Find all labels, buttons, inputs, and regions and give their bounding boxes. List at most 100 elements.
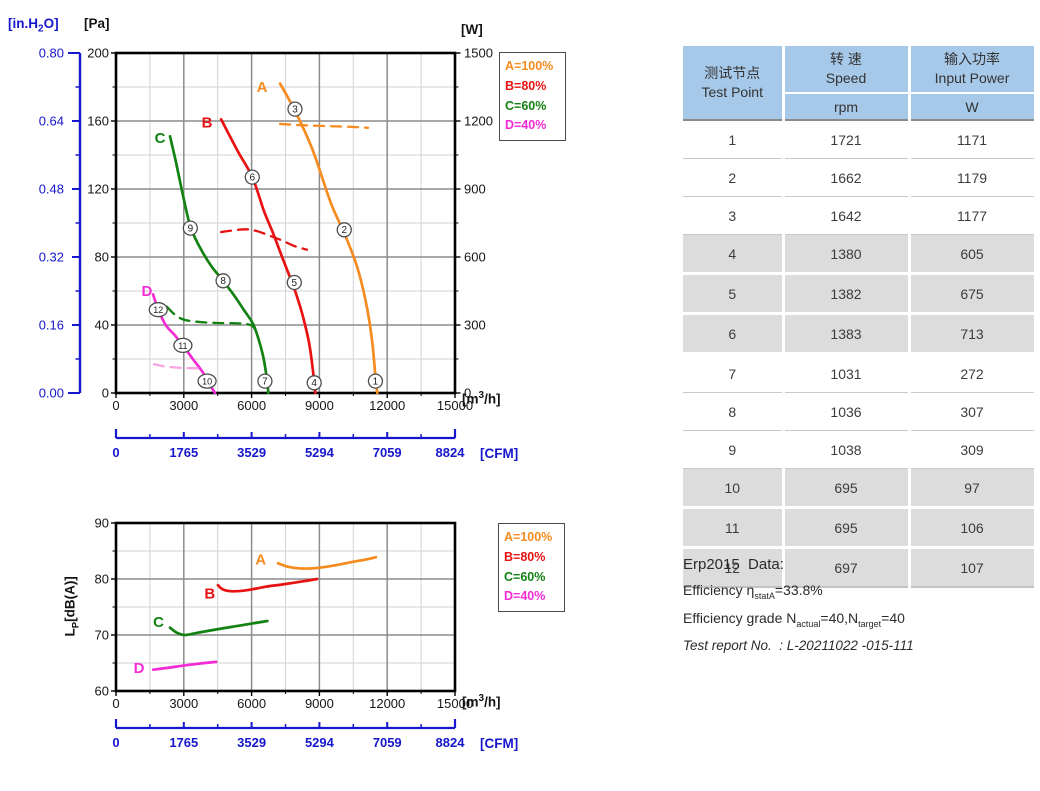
erp-title: Erp2015 Data:: [683, 556, 784, 573]
curve-D-noise: [151, 660, 218, 672]
cell-power: 97: [909, 468, 1037, 509]
x-tick-label: 12000: [369, 696, 405, 711]
w-tick-label: 1500: [464, 46, 493, 61]
legend-entry-D: D=40%: [505, 118, 547, 133]
legend-entry-A: A=100%: [505, 59, 554, 73]
pa-axis-unit-label: [Pa]: [84, 16, 110, 31]
table-row-6: 6 1383 713: [683, 313, 1037, 355]
cell-point: 10: [683, 468, 785, 509]
curve-label-B: B: [204, 586, 215, 603]
cell-speed: 1031: [783, 353, 911, 393]
marker-11: [173, 337, 193, 354]
cell-power: 309: [909, 430, 1037, 469]
curve-A-power: [278, 122, 370, 129]
curve-B: [219, 117, 317, 394]
marker-label-8: 8: [220, 276, 226, 287]
legend-entry-C: C=60%: [505, 98, 547, 113]
db-tick-label: 80: [95, 572, 109, 587]
table-row-10: 10 695 97: [683, 468, 1037, 509]
cfm-tick-label: 3529: [237, 445, 266, 460]
table-row-3: 3 1642 1177: [683, 196, 1037, 235]
cfm-tick-label: 8824: [436, 445, 466, 460]
db-tick-label: 90: [95, 516, 109, 531]
curve-B-power: [219, 228, 309, 251]
m3h-axis-unit-label-top: [m3/h]: [462, 390, 501, 407]
inh2o-tick-label: 0.64: [39, 114, 64, 129]
w-tick-label: 900: [464, 182, 486, 197]
cell-speed: 1382: [783, 273, 911, 315]
marker-1: [367, 373, 384, 389]
marker-label-11: 11: [178, 341, 187, 351]
curve-label-C: C: [153, 614, 164, 631]
table-row-1: 1 1721 1171: [683, 120, 1037, 159]
pa-tick-label: 80: [95, 250, 109, 265]
inh2o-tick-label: 0.16: [39, 318, 64, 333]
cell-point: 8: [683, 392, 785, 431]
table-row-8: 8 1036 307: [683, 392, 1037, 431]
cell-point: 5: [683, 273, 785, 315]
header-test-point: 测试节点 Test Point: [683, 46, 785, 121]
legend-entry-A: A=100%: [504, 530, 553, 544]
inh2o-tick-label: 0.00: [39, 386, 64, 401]
cell-speed: 1036: [783, 392, 911, 431]
cell-point: 6: [683, 313, 785, 355]
marker-5: [286, 274, 302, 291]
inh2o-tick-label: 0.80: [39, 46, 64, 61]
marker-7: [257, 373, 273, 389]
test-point-table-container: 测试节点 Test Point 转 速 Speed 输入功率 Input Pow…: [683, 46, 1037, 588]
table-row-7: 7 1031 272: [683, 353, 1037, 393]
table-body: 1 1721 1171 2 1662 1179 3 1642 1177 4 1380 605 5 1382…: [683, 120, 1037, 588]
cell-speed: 695: [783, 468, 911, 509]
cell-speed: 1383: [783, 313, 911, 355]
x-tick-label: 15000: [437, 696, 473, 711]
x-tick-label: 3000: [169, 696, 198, 711]
inh2o-axis-unit-label: [in.H2O]: [8, 16, 59, 35]
legend-entry-B: B=80%: [504, 549, 546, 564]
x-tick-label: 6000: [237, 398, 266, 413]
marker-10: [197, 373, 217, 389]
cfm-tick-label: 8824: [436, 735, 466, 750]
marker-label-12: 12: [153, 305, 163, 315]
cfm-axis-unit-label-top: [CFM]: [480, 446, 519, 461]
header-speed: 转 速 Speed: [783, 46, 911, 94]
curve-label-C: C: [155, 130, 166, 147]
w-tick-label: 0: [464, 386, 471, 401]
cell-point: 11: [683, 507, 785, 549]
curve-C-noise: [168, 619, 269, 637]
erp-data-block: Erp2015 Data: Efficiency ηstatA=33.8% Ef…: [683, 556, 1033, 662]
cell-power: 1171: [909, 120, 1037, 159]
curve-label-D: D: [134, 660, 145, 677]
legend-entry-B: B=80%: [505, 78, 547, 93]
header-input-power: 输入功率 Input Power: [909, 46, 1037, 94]
cell-point: 1: [683, 120, 785, 159]
x-tick-label: 15000: [437, 398, 473, 413]
cell-speed: 697: [783, 547, 911, 588]
cell-speed: 1038: [783, 430, 911, 469]
cell-speed: 1642: [783, 196, 911, 235]
cell-point: 2: [683, 158, 785, 197]
marker-label-1: 1: [373, 377, 379, 388]
pa-tick-label: 40: [95, 318, 109, 333]
db-tick-label: 70: [95, 628, 109, 643]
cfm-tick-label: 5294: [305, 735, 335, 750]
curve-A: [278, 82, 379, 394]
x-tick-label: 0: [112, 398, 119, 413]
cfm-tick-label: 3529: [237, 735, 266, 750]
cell-power: 605: [909, 234, 1037, 275]
marker-3: [287, 101, 303, 117]
pa-tick-label: 200: [87, 46, 109, 61]
cell-power: 307: [909, 392, 1037, 431]
curve-B-noise: [216, 577, 319, 593]
cell-point: 4: [683, 234, 785, 275]
curve-label-B: B: [202, 115, 213, 132]
cfm-axis-unit-label-bottom: [CFM]: [480, 736, 519, 751]
cell-power: 1179: [909, 158, 1037, 197]
table-header: 测试节点 Test Point 转 速 Speed 输入功率 Input Pow…: [683, 46, 1037, 121]
cell-speed: 1662: [783, 158, 911, 197]
test-point-table: 测试节点 Test Point 转 速 Speed 输入功率 Input Pow…: [683, 46, 1037, 588]
marker-4: [306, 375, 322, 391]
watt-axis-unit-label: [W]: [461, 22, 483, 37]
cell-point: 9: [683, 430, 785, 469]
x-tick-label: 3000: [169, 398, 198, 413]
cell-power: 1177: [909, 196, 1037, 235]
